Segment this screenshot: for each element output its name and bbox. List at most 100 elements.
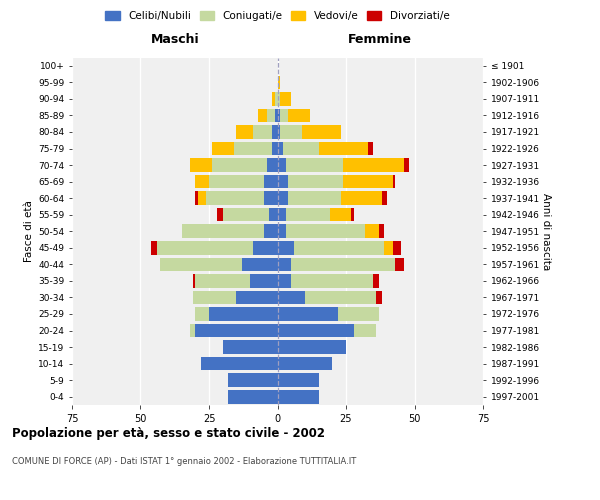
Bar [242,258,278,271]
Bar [196,175,209,188]
Bar [280,108,289,122]
Bar [217,208,223,222]
Bar [392,241,401,254]
Bar [228,374,278,387]
Bar [264,175,278,188]
Bar [266,108,275,122]
Bar [289,192,341,205]
Bar [259,108,266,122]
Bar [278,208,286,222]
Bar [289,175,343,188]
Bar [376,290,382,304]
Bar [278,290,305,304]
Bar [206,192,264,205]
Bar [151,241,157,254]
Bar [278,192,289,205]
Bar [198,192,206,205]
Bar [278,340,346,354]
Bar [196,324,278,338]
Bar [272,142,278,156]
Bar [278,76,280,89]
Bar [385,241,392,254]
Bar [278,108,280,122]
Bar [382,192,387,205]
Bar [190,324,196,338]
Bar [196,192,198,205]
Bar [395,258,404,271]
Bar [223,340,278,354]
Y-axis label: Fasce di età: Fasce di età [24,200,34,262]
Bar [341,192,382,205]
Bar [193,274,196,287]
Bar [236,125,253,138]
Bar [157,241,253,254]
Bar [275,92,278,106]
Bar [392,175,395,188]
Bar [253,125,272,138]
Bar [278,241,294,254]
Bar [280,125,302,138]
Bar [272,92,275,106]
Bar [209,175,264,188]
Bar [223,208,269,222]
Bar [250,274,278,287]
Bar [253,241,278,254]
Bar [278,224,286,238]
Bar [278,258,291,271]
Bar [291,258,395,271]
Bar [294,241,385,254]
Bar [278,125,280,138]
Bar [343,158,404,172]
Text: Popolazione per età, sesso e stato civile - 2002: Popolazione per età, sesso e stato civil… [12,428,325,440]
Bar [182,224,264,238]
Bar [286,224,365,238]
Bar [379,224,385,238]
Bar [278,374,319,387]
Bar [365,224,379,238]
Bar [278,158,286,172]
Bar [278,324,354,338]
Bar [196,274,250,287]
Bar [283,142,319,156]
Legend: Celibi/Nubili, Coniugati/e, Vedovi/e, Divorziati/e: Celibi/Nubili, Coniugati/e, Vedovi/e, Di… [103,9,452,23]
Bar [302,125,341,138]
Bar [280,92,291,106]
Bar [264,192,278,205]
Bar [286,208,329,222]
Bar [319,142,368,156]
Bar [278,390,319,404]
Bar [275,108,278,122]
Bar [201,357,278,370]
Bar [354,324,376,338]
Bar [236,290,278,304]
Bar [193,290,236,304]
Bar [278,92,280,106]
Bar [286,158,343,172]
Bar [272,125,278,138]
Bar [352,208,354,222]
Bar [264,224,278,238]
Bar [209,307,278,321]
Bar [305,290,376,304]
Bar [343,175,392,188]
Bar [160,258,242,271]
Bar [289,108,310,122]
Text: COMUNE DI FORCE (AP) - Dati ISTAT 1° gennaio 2002 - Elaborazione TUTTITALIA.IT: COMUNE DI FORCE (AP) - Dati ISTAT 1° gen… [12,458,356,466]
Bar [278,274,291,287]
Text: Femmine: Femmine [348,33,412,46]
Bar [278,307,338,321]
Bar [329,208,352,222]
Bar [404,158,409,172]
Bar [291,274,373,287]
Bar [190,158,212,172]
Bar [228,390,278,404]
Bar [278,175,289,188]
Bar [368,142,373,156]
Bar [196,307,209,321]
Text: Maschi: Maschi [151,33,199,46]
Bar [278,142,283,156]
Bar [233,142,272,156]
Bar [212,142,233,156]
Y-axis label: Anni di nascita: Anni di nascita [541,192,551,270]
Bar [266,158,278,172]
